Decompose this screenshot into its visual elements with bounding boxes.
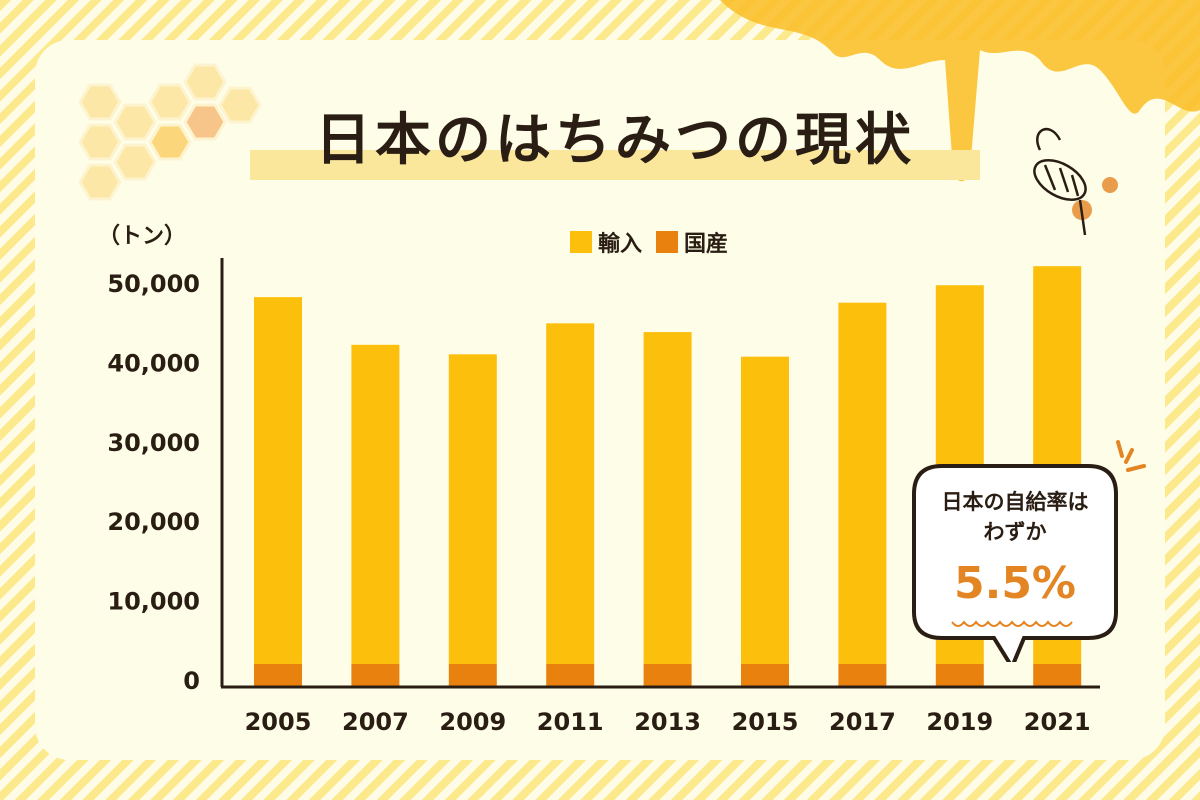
bar-domestic-2017: [838, 663, 887, 687]
honeycomb-decoration: [78, 63, 262, 201]
callout-line2: わずか: [983, 520, 1047, 544]
honey-drip-decoration: [720, 0, 1200, 182]
bar-import-2017: [838, 302, 887, 664]
legend-item-import: 輸入: [570, 226, 642, 258]
legend-swatch: [656, 231, 679, 253]
y-tick-label: 30,000: [107, 429, 200, 457]
bar-domestic-2005: [254, 663, 302, 687]
x-tick-label: 2017: [829, 708, 896, 736]
legend-label: 輸入: [598, 232, 643, 257]
x-tick-label: 2009: [439, 708, 506, 736]
callout-line1: 日本の自給率は: [941, 490, 1089, 514]
bar-domestic-2011: [546, 663, 595, 687]
wave-underline: [951, 620, 1073, 627]
bar-import-2011: [546, 323, 595, 664]
x-tick-label: 2015: [732, 708, 799, 736]
bee-illustration: [1033, 128, 1118, 236]
x-tick-label: 2013: [634, 708, 701, 736]
legend-swatch: [570, 231, 592, 253]
bar-domestic-2007: [351, 663, 400, 687]
x-tick-label: 2007: [342, 708, 409, 736]
legend: 輸入 国産: [570, 226, 728, 258]
bar-import-2005: [254, 297, 302, 664]
sparkle-lines: [1116, 440, 1146, 472]
bar-domestic-2019: [935, 663, 984, 687]
bar-domestic-2009: [448, 663, 497, 687]
bar-import-2007: [351, 344, 400, 664]
y-tick-label: 0: [183, 667, 200, 695]
bar-domestic-2013: [643, 663, 692, 687]
bar-import-2013: [643, 332, 692, 664]
x-tick-label: 2021: [1024, 708, 1091, 736]
y-tick-label: 10,000: [107, 588, 200, 616]
x-tick-label: 2005: [245, 708, 312, 736]
y-axis-unit: （トン）: [98, 224, 187, 249]
y-tick-label: 50,000: [107, 270, 200, 298]
legend-item-domestic: 国産: [656, 226, 728, 258]
x-tick-label: 2011: [537, 708, 604, 736]
bar-domestic-2015: [741, 663, 789, 687]
bar-import-2015: [741, 356, 789, 664]
bubble-shape: [912, 464, 1118, 662]
bar-import-2009: [448, 354, 497, 664]
bar-domestic-2021: [1033, 663, 1082, 687]
x-tick-label: 2019: [926, 708, 993, 736]
callout-value: 5.5%: [953, 558, 1077, 609]
y-tick-label: 40,000: [107, 349, 200, 377]
page-title: 日本のはちみつの現状: [315, 108, 915, 173]
callout-bubble: 日本の自給率は わずか 5.5%: [912, 462, 1118, 662]
legend-label: 国産: [684, 232, 729, 257]
title-highlight: [250, 150, 980, 180]
y-tick-label: 20,000: [107, 508, 200, 536]
